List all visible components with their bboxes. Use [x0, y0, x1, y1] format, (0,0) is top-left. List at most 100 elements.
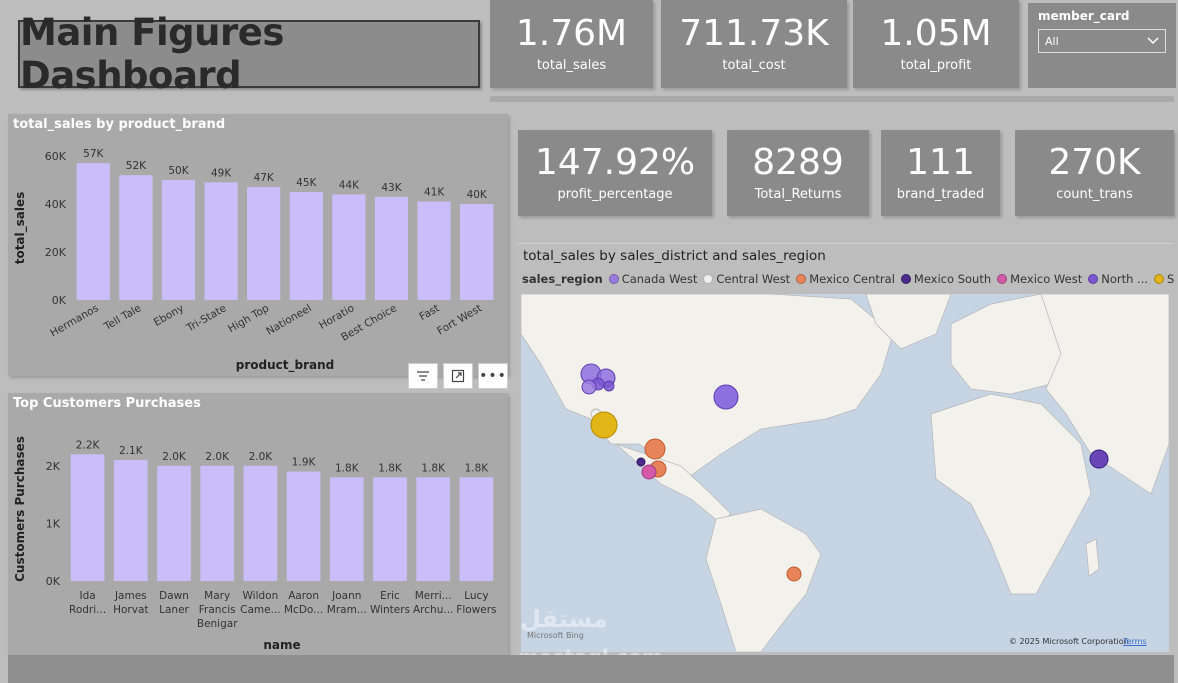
legend-label: South ... — [1167, 272, 1174, 286]
x-tick-label: James — [114, 590, 147, 602]
bar — [460, 204, 494, 300]
x-tick-label: Mary — [204, 590, 230, 602]
legend-item[interactable]: Mexico Central — [796, 272, 895, 286]
kpi-profit-percentage[interactable]: 147.92% profit_percentage — [518, 130, 712, 216]
y-tick-label: 40K — [45, 198, 67, 211]
bubble-india — [1089, 449, 1109, 469]
kpi-total-returns[interactable]: 8289 Total_Returns — [727, 130, 869, 216]
y-tick-label: 0K — [52, 294, 67, 307]
legend-marker — [703, 274, 714, 284]
member-card-slicer: member_card All — [1028, 3, 1176, 88]
kpi-value: 1.76M — [515, 12, 628, 54]
sales-map-panel[interactable]: total_sales by sales_district and sales_… — [518, 243, 1174, 655]
world-map-canvas — [521, 294, 1169, 652]
bar — [416, 477, 451, 581]
legend-item[interactable]: Mexico West — [997, 272, 1082, 286]
data-label: 1.8K — [421, 462, 446, 474]
x-tick-label: Tell Tale — [101, 302, 143, 333]
x-tick-label: Ebony — [152, 302, 186, 329]
more-options-button[interactable]: ••• — [478, 363, 508, 389]
kpi-label: total_sales — [536, 57, 607, 73]
bar — [204, 182, 238, 300]
x-tick-label: Winters — [370, 604, 410, 616]
data-label: 1.8K — [378, 462, 403, 474]
data-label: 1.9K — [292, 457, 317, 469]
data-label: 45K — [296, 177, 317, 189]
north-america-landmass — [521, 294, 894, 480]
kpi-value: 270K — [1048, 141, 1141, 183]
legend-marker — [900, 274, 911, 284]
x-tick-label: Aaron — [288, 590, 319, 602]
legend-item[interactable]: North ... — [1088, 272, 1148, 286]
map-legend: sales_region Canada West Central West Mexi… — [518, 268, 1174, 290]
bubble-mexico-central-1 — [644, 438, 666, 460]
x-tick-label: High Top — [226, 302, 271, 335]
terms-link[interactable]: Terms — [1123, 637, 1147, 646]
customers-chart-panel[interactable]: Top Customers Purchases 0K 1K 2K Customers … — [8, 393, 508, 655]
bubble-mexico-west — [641, 464, 657, 480]
bubble-canada-west — [580, 363, 616, 395]
more-options-icon: ••• — [479, 368, 507, 384]
legend-marker — [1154, 274, 1165, 284]
x-tick-label: Fort West — [435, 302, 484, 337]
y-axis-title: total_sales — [13, 192, 28, 265]
data-label: 2.0K — [205, 451, 230, 463]
bar — [161, 180, 196, 300]
kpi-brand-traded[interactable]: 111 brand_traded — [881, 130, 1000, 216]
divider — [490, 96, 1174, 102]
kpi-total-profit[interactable]: 1.05M total_profit — [853, 0, 1019, 88]
x-tick-label: McDo... — [284, 604, 323, 616]
kpi-label: total_profit — [900, 57, 972, 73]
legend-marker — [997, 274, 1008, 284]
kpi-total-cost[interactable]: 711.73K total_cost — [661, 0, 847, 88]
brand-sales-chart-panel[interactable]: total_sales by product_brand 0K 20K 40K 60K… — [8, 114, 508, 376]
bar — [289, 192, 323, 300]
chart-title: total_sales by product_brand — [13, 117, 226, 132]
bar — [286, 471, 321, 581]
x-tick-label: Wildon — [243, 590, 279, 602]
x-tick-label: Laner — [159, 604, 189, 616]
data-label: 52K — [126, 160, 147, 172]
member-card-dropdown[interactable]: All — [1038, 29, 1166, 53]
filter-button[interactable] — [408, 363, 438, 389]
data-label: 2.0K — [249, 451, 274, 463]
x-tick-label: Joann — [331, 590, 361, 602]
kpi-label: count_trans — [1056, 186, 1133, 202]
legend-label: Mexico West — [1010, 272, 1083, 286]
dropdown-value: All — [1045, 34, 1059, 48]
bar — [119, 175, 153, 300]
watermark-arabic: مستقل — [520, 605, 608, 633]
data-label: 1.8K — [465, 462, 490, 474]
legend-item[interactable]: Central West — [703, 272, 790, 286]
kpi-value: 8289 — [752, 141, 844, 183]
x-tick-label: Francis — [199, 604, 236, 616]
x-tick-label: Lucy — [464, 590, 488, 602]
x-tick-label: Merri... — [415, 590, 452, 602]
africa-landmass — [930, 393, 1092, 595]
x-tick-label: Came... — [240, 604, 280, 616]
data-label: 43K — [381, 182, 402, 194]
legend-label: Central West — [716, 272, 791, 286]
bubble-map[interactable]: Microsoft Bing © 2025 Microsoft Corporat… — [521, 294, 1169, 652]
bubble-north-east — [713, 384, 739, 410]
legend-label: Mexico Central — [809, 272, 895, 286]
bar — [329, 477, 364, 581]
x-tick-label: Ida — [79, 590, 95, 602]
legend-item[interactable]: Canada West — [608, 272, 697, 286]
x-tick-label: Eric — [380, 590, 400, 602]
bar — [76, 163, 110, 300]
x-tick-label: Nationeel — [264, 302, 314, 338]
bar — [113, 460, 148, 581]
focus-mode-button[interactable] — [443, 363, 473, 389]
legend-title: sales_region — [522, 272, 603, 286]
legend-item[interactable]: South ... — [1154, 272, 1174, 286]
legend-item[interactable]: Mexico South — [900, 272, 992, 286]
kpi-label: profit_percentage — [557, 186, 673, 202]
kpi-total-sales[interactable]: 1.76M total_sales — [490, 0, 653, 88]
bar — [417, 201, 451, 300]
y-tick-label: 20K — [45, 246, 67, 259]
kpi-count-trans[interactable]: 270K count_trans — [1015, 130, 1174, 216]
bar — [200, 465, 235, 581]
kpi-label: total_cost — [722, 57, 786, 73]
legend-label: Mexico South — [913, 272, 992, 286]
